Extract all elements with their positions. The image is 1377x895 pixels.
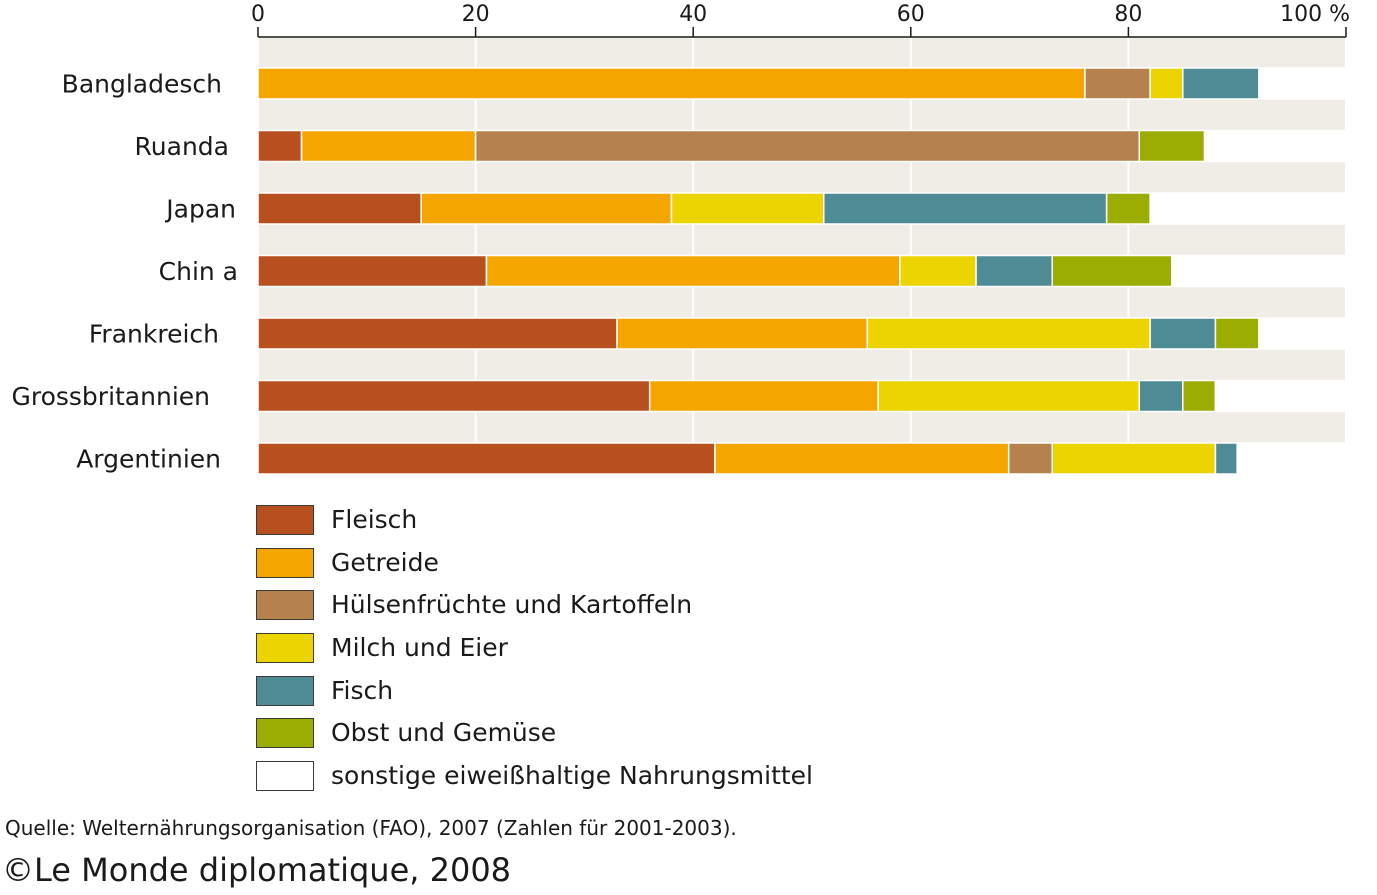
legend-swatch	[256, 547, 314, 578]
legend-swatch	[256, 505, 314, 535]
legend-label: Fisch	[331, 675, 394, 705]
bar-segment	[1214, 442, 1238, 475]
bars	[257, 67, 1347, 475]
row-band	[258, 349, 1346, 381]
legend-label: Fleisch	[331, 505, 418, 534]
source-note: Quelle: Welternährungsorganisation (FAO)…	[5, 816, 737, 840]
y-axis-labels: Bangladesch Ruanda Japan Chin a Frankreich Gr…	[11, 70, 238, 474]
x-axis-ticks: 0 20 40 60 80 100 %	[251, 2, 1350, 38]
bar-segment	[866, 317, 1151, 350]
bar-segment	[670, 192, 825, 225]
bar-segment	[1258, 67, 1347, 100]
legend-swatch	[256, 590, 314, 621]
x-tick-label: 80	[1114, 2, 1142, 27]
bar-segment	[420, 192, 673, 225]
row-band	[258, 224, 1346, 256]
y-category-label: Argentinien	[76, 445, 221, 474]
bar-segment	[1182, 379, 1217, 413]
x-tick-label: 40	[679, 2, 707, 27]
x-tick-label: 0	[251, 2, 265, 27]
row-band	[258, 99, 1346, 131]
legend-label: sonstige eiweißhaltige Nahrungsmittel	[331, 761, 813, 791]
row-band	[258, 37, 1346, 69]
bar-segment	[1149, 67, 1184, 100]
x-tick-label: 100 %	[1280, 2, 1350, 27]
x-tick-label: 20	[462, 2, 490, 27]
bar-segment	[1051, 442, 1217, 475]
legend-label: Getreide	[331, 547, 439, 577]
row-band	[258, 287, 1346, 319]
row-band	[258, 162, 1346, 194]
y-category-label: Bangladesch	[62, 70, 222, 99]
bar-segment	[257, 192, 422, 225]
bar-segment	[1007, 442, 1053, 475]
x-tick-label: 60	[897, 2, 925, 27]
legend-label: Hülsenfrüchte und Kartoffeln	[331, 590, 693, 620]
bar-segment	[1214, 317, 1260, 350]
bar-segment	[485, 254, 901, 288]
y-category-label: Grossbritannien	[11, 382, 210, 411]
bar-segment	[714, 442, 1010, 475]
bar-segment	[257, 254, 488, 288]
y-category-label: Frankreich	[89, 320, 219, 349]
bar-segment	[1182, 67, 1260, 100]
y-category-label: Chin a	[159, 257, 238, 286]
bar-segment	[1203, 129, 1347, 163]
legend-swatch	[256, 718, 314, 749]
bar-segment	[1171, 254, 1347, 288]
bar-segment	[975, 254, 1053, 288]
bar-segment	[1138, 129, 1206, 163]
bar-segment	[899, 254, 977, 288]
legend-swatch	[256, 675, 314, 706]
bar-segment	[257, 379, 651, 413]
bar-segment	[1149, 317, 1217, 350]
bar-segment	[1051, 254, 1173, 288]
legend-swatch	[256, 633, 314, 664]
bar-segment	[1084, 67, 1151, 100]
bar-segment	[1149, 192, 1347, 225]
bar-segment	[1258, 317, 1347, 350]
stacked-bar-chart: 0 20 40 60 80 100 % Bangladesch Ruanda Japan Chi…	[11, 2, 1350, 475]
bar-segment	[1214, 379, 1347, 413]
bar-segment	[823, 192, 1108, 225]
bar-segment	[257, 442, 716, 475]
bar-segment	[257, 129, 303, 163]
copyright: ©Le Monde diplomatique, 2008	[2, 851, 512, 889]
bar-segment	[648, 379, 879, 413]
bar-segment	[474, 129, 1141, 163]
y-category-label: Ruanda	[135, 132, 229, 161]
bar-segment	[300, 129, 477, 163]
bar-segment	[1105, 192, 1151, 225]
legend-swatch	[256, 761, 314, 792]
bar-segment	[877, 379, 1141, 413]
bar-segment	[1236, 442, 1347, 475]
row-band	[258, 412, 1346, 444]
legend-label: Milch und Eier	[331, 633, 508, 663]
bar-segment	[616, 317, 869, 350]
bar-segment	[257, 67, 1086, 100]
bar-segment	[257, 317, 618, 350]
y-category-label: Japan	[164, 195, 236, 224]
legend-label: Obst und Gemüse	[331, 718, 557, 748]
bar-segment	[1138, 379, 1184, 413]
